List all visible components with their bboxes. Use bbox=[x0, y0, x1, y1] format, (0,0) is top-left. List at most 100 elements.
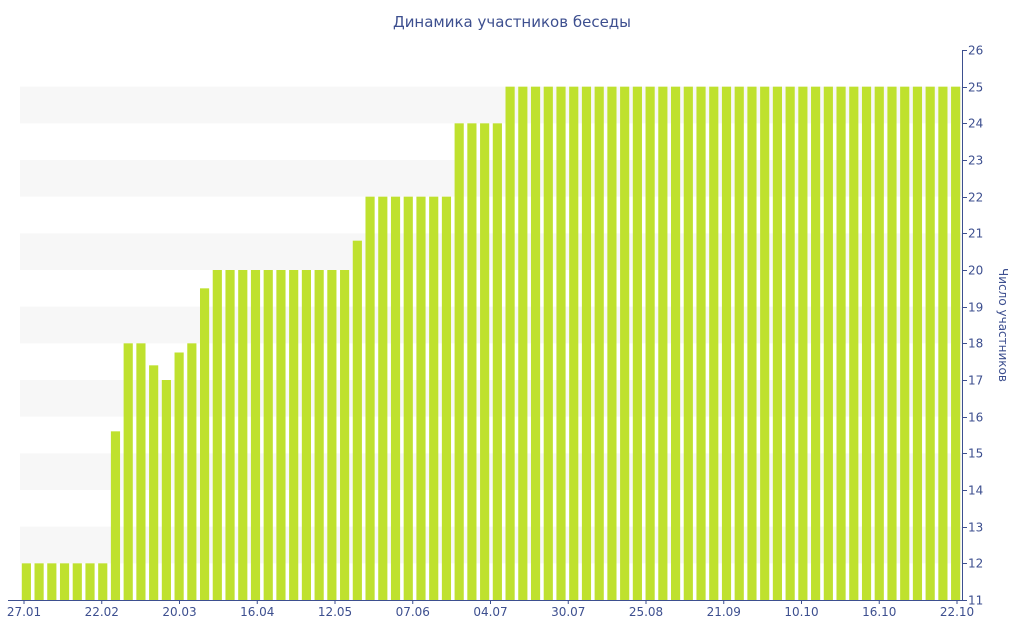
bar[interactable] bbox=[658, 86, 668, 600]
bar[interactable] bbox=[556, 86, 566, 600]
bar[interactable] bbox=[951, 86, 961, 600]
bar[interactable] bbox=[734, 86, 744, 600]
x-tick-label: 07.06 bbox=[396, 605, 430, 619]
bar[interactable] bbox=[416, 196, 426, 600]
bar[interactable] bbox=[709, 86, 719, 600]
bar[interactable] bbox=[492, 123, 502, 600]
y-tick-label: 26 bbox=[968, 44, 983, 58]
x-tick-label: 27.01 bbox=[7, 605, 41, 619]
bar[interactable] bbox=[47, 563, 57, 600]
bar[interactable] bbox=[900, 86, 910, 600]
bar[interactable] bbox=[581, 86, 592, 600]
bar[interactable] bbox=[174, 352, 184, 601]
bar[interactable] bbox=[505, 86, 515, 600]
bar[interactable] bbox=[250, 270, 261, 600]
bar[interactable] bbox=[136, 343, 146, 600]
bar[interactable] bbox=[849, 86, 859, 600]
bar[interactable] bbox=[798, 86, 808, 600]
bar[interactable] bbox=[772, 86, 783, 600]
bar[interactable] bbox=[683, 86, 693, 600]
bar[interactable] bbox=[390, 196, 401, 600]
bar[interactable] bbox=[530, 86, 541, 600]
bar[interactable] bbox=[518, 86, 528, 600]
bar[interactable] bbox=[314, 270, 324, 600]
bar[interactable] bbox=[467, 123, 477, 600]
bar[interactable] bbox=[861, 86, 872, 600]
bar[interactable] bbox=[874, 86, 884, 600]
grid-band bbox=[20, 453, 962, 490]
grid-band bbox=[20, 380, 962, 417]
y-tick-label: 18 bbox=[968, 337, 983, 351]
bar[interactable] bbox=[301, 270, 312, 600]
bar[interactable] bbox=[199, 288, 210, 600]
bar[interactable] bbox=[276, 270, 286, 600]
x-tick-label: 21.09 bbox=[707, 605, 741, 619]
bar[interactable] bbox=[365, 196, 375, 600]
bar[interactable] bbox=[429, 196, 439, 600]
bar[interactable] bbox=[378, 196, 388, 600]
y-tick-label: 13 bbox=[968, 521, 983, 535]
bar[interactable] bbox=[747, 86, 757, 600]
bar[interactable] bbox=[670, 86, 681, 600]
bar[interactable] bbox=[785, 86, 795, 600]
y-tick-label: 14 bbox=[968, 484, 983, 498]
bar[interactable] bbox=[212, 270, 222, 600]
bar[interactable] bbox=[912, 86, 923, 600]
bar[interactable] bbox=[823, 86, 833, 600]
bar[interactable] bbox=[441, 196, 452, 600]
bar[interactable] bbox=[569, 86, 579, 600]
bar[interactable] bbox=[925, 86, 935, 600]
bar[interactable] bbox=[811, 86, 821, 600]
bar[interactable] bbox=[110, 431, 121, 600]
x-tick-label: 10.10 bbox=[784, 605, 818, 619]
bar[interactable] bbox=[352, 240, 362, 600]
bar[interactable] bbox=[543, 86, 553, 600]
bar[interactable] bbox=[403, 196, 413, 600]
grid-bands bbox=[20, 86, 962, 564]
bar[interactable] bbox=[340, 270, 350, 600]
y-tick-label: 12 bbox=[968, 557, 983, 571]
bar[interactable] bbox=[480, 123, 490, 600]
bar[interactable] bbox=[72, 563, 82, 600]
bar[interactable] bbox=[161, 380, 171, 600]
bar[interactable] bbox=[760, 86, 770, 600]
bar[interactable] bbox=[187, 343, 197, 600]
bar[interactable] bbox=[59, 563, 70, 600]
y-tick-label: 15 bbox=[968, 447, 983, 461]
bar[interactable] bbox=[887, 86, 897, 600]
bar[interactable] bbox=[225, 270, 235, 600]
y-tick-label: 25 bbox=[968, 81, 983, 95]
bar[interactable] bbox=[123, 343, 133, 600]
bar[interactable] bbox=[454, 123, 464, 600]
x-tick-label: 22.10 bbox=[940, 605, 974, 619]
bar[interactable] bbox=[327, 270, 337, 600]
bar[interactable] bbox=[836, 86, 846, 600]
bar[interactable] bbox=[263, 270, 273, 600]
bar[interactable] bbox=[696, 86, 706, 600]
bar[interactable] bbox=[721, 86, 732, 600]
bar[interactable] bbox=[620, 86, 630, 600]
bar[interactable] bbox=[594, 86, 604, 600]
x-tick-label: 22.02 bbox=[85, 605, 119, 619]
bar[interactable] bbox=[21, 563, 31, 600]
chart-title: Динамика участников беседы bbox=[392, 13, 632, 31]
y-tick-label: 24 bbox=[968, 117, 983, 131]
grid-band bbox=[20, 306, 962, 344]
bar[interactable] bbox=[34, 563, 44, 600]
y-tick-label: 16 bbox=[968, 411, 983, 425]
y-axis-label: Число участников bbox=[996, 268, 1010, 382]
bar[interactable] bbox=[607, 86, 617, 600]
x-tick-label: 30.07 bbox=[551, 605, 585, 619]
y-tick-label: 19 bbox=[968, 301, 983, 315]
y-tick-label: 23 bbox=[968, 154, 983, 168]
bar[interactable] bbox=[149, 365, 159, 600]
bar[interactable] bbox=[238, 270, 248, 600]
grid-band bbox=[20, 233, 962, 270]
grid-band bbox=[20, 160, 962, 197]
bar[interactable] bbox=[289, 270, 299, 600]
bar[interactable] bbox=[645, 86, 655, 600]
bar[interactable] bbox=[632, 86, 642, 600]
bar[interactable] bbox=[938, 86, 948, 600]
bar[interactable] bbox=[98, 563, 108, 600]
bar[interactable] bbox=[85, 563, 95, 600]
